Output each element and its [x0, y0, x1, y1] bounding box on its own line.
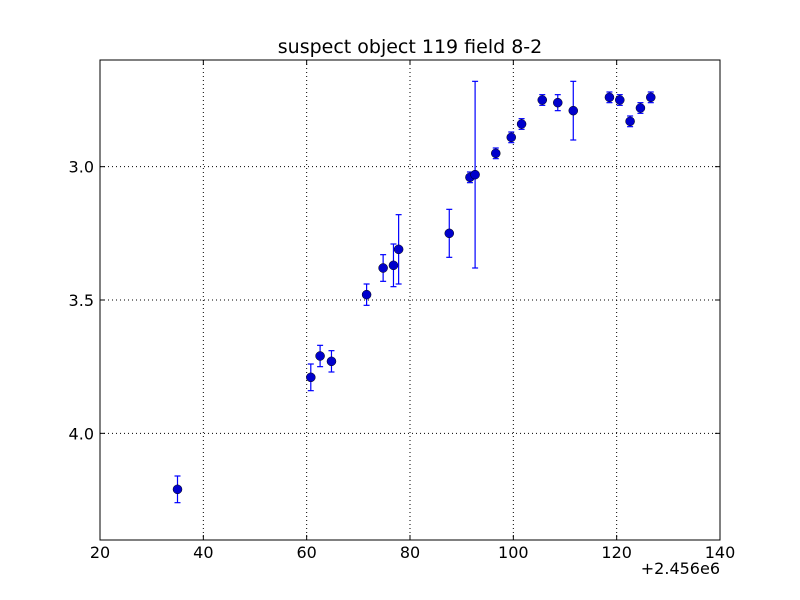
data-point: [615, 95, 625, 105]
data-point: [470, 169, 480, 180]
data-point: [361, 289, 372, 300]
x-tick-label: 20: [90, 543, 110, 562]
data-point: [553, 97, 563, 108]
y-tick-label: 4.0: [69, 424, 94, 443]
data-point: [506, 132, 517, 143]
x-tick-label: 40: [193, 543, 213, 562]
data-point: [172, 484, 183, 495]
data-point: [378, 263, 388, 273]
data-point: [306, 372, 316, 383]
data-point: [444, 228, 455, 239]
data-point: [568, 105, 579, 116]
x-tick-label: 80: [400, 543, 420, 562]
data-point: [491, 148, 501, 159]
y-tick-label: 3.5: [69, 291, 94, 310]
x-tick-label: 140: [705, 543, 736, 562]
data-point: [326, 356, 337, 367]
data-point: [388, 260, 399, 271]
y-tick-label: 3.0: [69, 158, 94, 177]
chart-title: suspect object 119 field 8-2: [278, 36, 543, 58]
data-point: [646, 92, 656, 103]
data-point: [635, 103, 646, 113]
x-offset-label: +2.456e6: [641, 559, 720, 578]
x-tick-label: 100: [498, 543, 529, 562]
data-point: [537, 95, 548, 105]
ticks: 20 40 60 80 100 120 140 3.0 3.5 4.0: [69, 60, 736, 562]
data-point: [393, 244, 404, 255]
data-point: [315, 351, 325, 361]
data-point: [625, 116, 635, 127]
data-point: [604, 92, 615, 103]
data-points: [172, 92, 656, 495]
data-point: [516, 119, 527, 129]
x-tick-label: 60: [296, 543, 316, 562]
x-tick-label: 120: [601, 543, 632, 562]
